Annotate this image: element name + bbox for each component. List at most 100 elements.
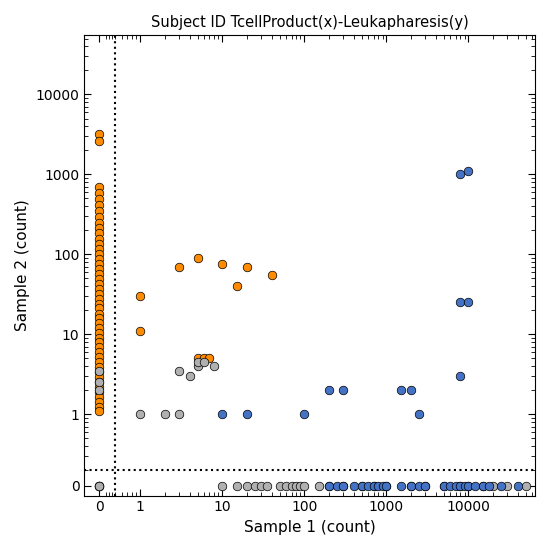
- Point: [95, 130, 103, 139]
- Point: [95, 314, 103, 322]
- Point: [296, 482, 305, 491]
- Point: [369, 482, 378, 491]
- Point: [95, 382, 103, 391]
- Point: [300, 410, 309, 419]
- Point: [95, 358, 103, 366]
- Point: [95, 304, 103, 313]
- Point: [95, 482, 103, 491]
- Point: [324, 482, 333, 491]
- Point: [232, 282, 241, 290]
- Point: [193, 254, 202, 262]
- Point: [185, 372, 194, 381]
- Point: [95, 392, 103, 401]
- Point: [250, 482, 259, 491]
- Point: [497, 482, 505, 491]
- Point: [406, 482, 415, 491]
- Point: [218, 260, 227, 269]
- Point: [478, 482, 487, 491]
- Point: [243, 482, 251, 491]
- Point: [95, 234, 103, 243]
- Point: [218, 482, 227, 491]
- Point: [95, 338, 103, 347]
- Point: [205, 354, 214, 362]
- Point: [464, 482, 472, 491]
- Point: [95, 274, 103, 283]
- Point: [95, 482, 103, 491]
- Point: [136, 327, 145, 336]
- Point: [193, 362, 202, 371]
- Point: [451, 482, 460, 491]
- Point: [333, 482, 342, 491]
- Point: [339, 386, 348, 394]
- Point: [243, 262, 251, 271]
- Point: [460, 482, 469, 491]
- Point: [364, 482, 372, 491]
- Point: [485, 482, 494, 491]
- Point: [464, 167, 472, 175]
- Point: [95, 482, 103, 491]
- Point: [210, 362, 219, 371]
- Point: [200, 358, 208, 366]
- Point: [439, 482, 448, 491]
- Point: [339, 482, 348, 491]
- Point: [95, 218, 103, 227]
- Point: [456, 482, 465, 491]
- Point: [488, 482, 497, 491]
- Point: [287, 482, 296, 491]
- Point: [95, 362, 103, 371]
- Point: [95, 323, 103, 332]
- Point: [464, 298, 472, 307]
- Point: [470, 482, 479, 491]
- Point: [324, 386, 333, 394]
- Point: [95, 310, 103, 318]
- Point: [95, 378, 103, 387]
- Point: [378, 482, 387, 491]
- Point: [382, 482, 390, 491]
- Point: [95, 229, 103, 238]
- Point: [95, 183, 103, 191]
- Point: [95, 245, 103, 254]
- Point: [439, 482, 448, 491]
- Point: [349, 482, 358, 491]
- Point: [262, 482, 271, 491]
- Point: [406, 482, 415, 491]
- Point: [95, 372, 103, 381]
- Point: [464, 482, 472, 491]
- X-axis label: Sample 1 (count): Sample 1 (count): [244, 520, 376, 535]
- Point: [95, 195, 103, 204]
- Point: [513, 482, 522, 491]
- Title: Subject ID TcellProduct(x)-Leukapharesis(y): Subject ID TcellProduct(x)-Leukapharesis…: [151, 15, 469, 30]
- Point: [95, 284, 103, 293]
- Point: [95, 265, 103, 274]
- Point: [314, 482, 323, 491]
- Point: [161, 410, 169, 419]
- Y-axis label: Sample 2 (count): Sample 2 (count): [15, 200, 30, 331]
- Point: [175, 410, 184, 419]
- Point: [95, 239, 103, 248]
- Point: [95, 367, 103, 376]
- Point: [95, 223, 103, 232]
- Point: [243, 410, 251, 419]
- Point: [446, 482, 454, 491]
- Point: [136, 410, 145, 419]
- Point: [275, 482, 284, 491]
- Point: [95, 343, 103, 351]
- Point: [193, 358, 202, 366]
- Point: [95, 482, 103, 491]
- Point: [95, 388, 103, 397]
- Point: [95, 353, 103, 361]
- Point: [503, 482, 512, 491]
- Point: [95, 201, 103, 210]
- Point: [175, 366, 184, 375]
- Point: [456, 372, 465, 381]
- Point: [95, 260, 103, 269]
- Point: [193, 354, 202, 362]
- Point: [95, 250, 103, 258]
- Point: [95, 386, 103, 394]
- Point: [406, 386, 415, 394]
- Point: [95, 328, 103, 337]
- Point: [95, 207, 103, 216]
- Point: [397, 386, 405, 394]
- Point: [456, 298, 465, 307]
- Point: [95, 294, 103, 303]
